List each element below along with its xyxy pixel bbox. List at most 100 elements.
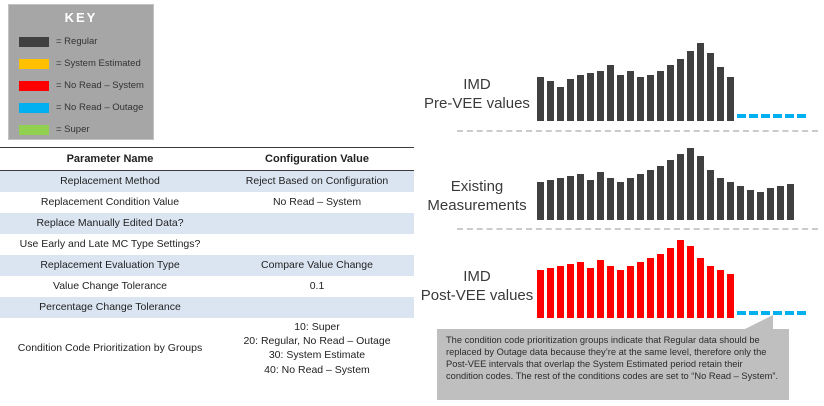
- imd-pre-vee-outage-dash: [737, 114, 746, 118]
- imd-pre-vee-outage-dash: [749, 114, 758, 118]
- existing-measurements-bar: [567, 176, 574, 220]
- legend-item-super: = Super: [19, 124, 153, 135]
- imd-post-vee-bar: [627, 266, 634, 318]
- legend-item-regular: = Regular: [19, 36, 153, 47]
- existing-measurements-bar: [587, 180, 594, 220]
- imd-post-vee-bar: [697, 258, 704, 318]
- existing-measurements-bar: [637, 174, 644, 220]
- parameter-table: Parameter Name Configuration Value Repla…: [0, 147, 414, 379]
- existing-measurements-chart: [537, 140, 819, 220]
- existing-measurements-bar: [777, 186, 784, 220]
- existing-measurements-bar: [747, 190, 754, 220]
- parameter-name-cell: Condition Code Prioritization by Groups: [17, 342, 203, 355]
- imd-post-vee-bar: [587, 268, 594, 318]
- imd-pre-vee-chart: [537, 41, 819, 121]
- column-header-configuration-value: Configuration Value: [265, 152, 369, 165]
- imd-pre-vee-outage-dash: [785, 114, 794, 118]
- imd-post-vee-outage-dash: [749, 311, 758, 315]
- existing-measurements-bar: [557, 178, 564, 220]
- imd-pre-vee-bar: [547, 81, 554, 121]
- imd-post-vee-bar: [707, 266, 714, 318]
- table-row: Use Early and Late MC Type Settings?: [0, 234, 414, 255]
- existing-measurements-bar: [547, 180, 554, 220]
- configuration-value-cell: [220, 222, 414, 226]
- imd-pre-vee-bar: [607, 65, 614, 121]
- legend-label-super: = Super: [56, 124, 90, 135]
- configuration-value-cell: 0.1: [309, 280, 325, 293]
- no-read-system-swatch: [19, 80, 49, 91]
- existing-measurements-bar: [707, 170, 714, 220]
- imd-pre-vee-bar: [567, 79, 574, 121]
- legend-key-box: KEY = Regular = System Estimated = No Re…: [8, 4, 154, 140]
- condition-code-callout: The condition code prioritization groups…: [437, 315, 789, 400]
- imd-pre-vee-bar: [657, 71, 664, 121]
- imd-pre-vee-bar: [697, 43, 704, 121]
- table-row: Value Change Tolerance 0.1: [0, 276, 414, 297]
- imd-post-vee-outage-dash: [785, 311, 794, 315]
- configuration-value-cell: Compare Value Change: [261, 259, 373, 272]
- imd-post-vee-bar: [567, 264, 574, 318]
- imd-post-vee-bar: [687, 246, 694, 318]
- existing-measurements-bar: [597, 172, 604, 220]
- configuration-value-cell: 10: Super 20: Regular, No Read – Outage …: [243, 321, 391, 376]
- imd-post-vee-outage-dash: [761, 311, 770, 315]
- imd-post-vee-bar: [597, 260, 604, 318]
- existing-measurements-bar: [657, 166, 664, 220]
- imd-post-vee-bar: [657, 254, 664, 318]
- existing-measurements-bar: [667, 160, 674, 220]
- parameter-name-cell: Replace Manually Edited Data?: [36, 217, 184, 230]
- parameter-name-cell: Replacement Evaluation Type: [40, 259, 180, 272]
- parameter-name-cell: Value Change Tolerance: [52, 280, 168, 293]
- imd-pre-vee-bar: [707, 53, 714, 121]
- existing-measurements-bar: [577, 174, 584, 220]
- parameter-name-cell: Use Early and Late MC Type Settings?: [19, 238, 201, 251]
- imd-post-vee-chart: [537, 238, 819, 318]
- imd-post-vee-bar: [637, 262, 644, 318]
- imd-pre-vee-bar: [647, 75, 654, 121]
- table-row: Condition Code Prioritization by Groups …: [0, 318, 414, 379]
- imd-post-vee-bar: [667, 248, 674, 318]
- existing-measurements-chart-label: Existing Measurements: [427, 178, 527, 214]
- imd-pre-vee-bar: [557, 87, 564, 121]
- imd-pre-vee-outage-dash: [797, 114, 806, 118]
- legend-item-no-read-outage: = No Read – Outage: [19, 102, 153, 113]
- regular-swatch: [19, 36, 49, 47]
- existing-measurements-bar: [697, 156, 704, 220]
- imd-pre-vee-bar: [667, 65, 674, 121]
- imd-post-vee-bar: [617, 270, 624, 318]
- imd-post-vee-bar: [647, 258, 654, 318]
- super-swatch: [19, 124, 49, 135]
- legend-label-no-read-outage: = No Read – Outage: [56, 102, 144, 113]
- existing-measurements-bar: [617, 182, 624, 220]
- imd-pre-vee-bar: [597, 71, 604, 121]
- imd-post-vee-bar: [717, 270, 724, 318]
- existing-measurements-bar: [737, 186, 744, 220]
- existing-measurements-bar: [607, 178, 614, 220]
- no-read-outage-swatch: [19, 102, 49, 113]
- existing-measurements-bar: [647, 170, 654, 220]
- dashed-separator: [457, 228, 818, 230]
- legend-item-no-read-system: = No Read – System: [19, 80, 153, 91]
- imd-post-vee-bar: [607, 266, 614, 318]
- existing-measurements-bar: [537, 182, 544, 220]
- imd-pre-vee-bar: [627, 71, 634, 121]
- legend-label-regular: = Regular: [56, 36, 98, 47]
- existing-measurements-bar: [687, 148, 694, 220]
- imd-post-vee-bar: [727, 274, 734, 318]
- imd-pre-vee-bar: [687, 51, 694, 121]
- existing-measurements-bar: [757, 192, 764, 220]
- imd-pre-vee-bar: [677, 59, 684, 121]
- system-estimated-swatch: [19, 58, 49, 69]
- configuration-value-cell: Reject Based on Configuration: [245, 175, 389, 188]
- imd-post-vee-outage-dash: [773, 311, 782, 315]
- existing-measurements-bar: [717, 178, 724, 220]
- imd-pre-vee-bar: [587, 73, 594, 121]
- column-header-parameter-name: Parameter Name: [66, 152, 154, 165]
- parameter-name-cell: Percentage Change Tolerance: [39, 301, 181, 314]
- imd-post-vee-bar: [557, 266, 564, 318]
- imd-pre-vee-outage-dash: [773, 114, 782, 118]
- parameter-name-cell: Replacement Method: [60, 175, 160, 188]
- existing-measurements-bar: [787, 184, 794, 220]
- configuration-value-cell: [220, 243, 414, 247]
- configuration-value-cell: No Read – System: [272, 196, 362, 209]
